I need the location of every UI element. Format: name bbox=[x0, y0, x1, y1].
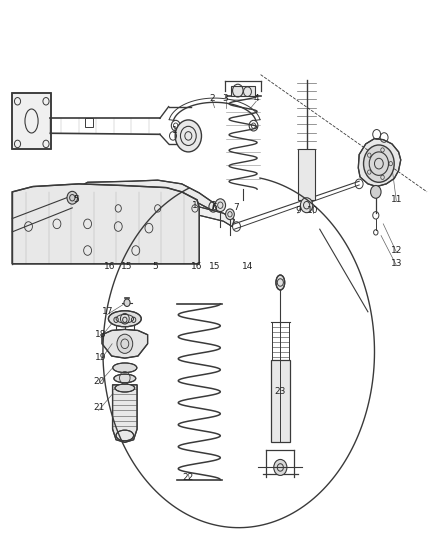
Ellipse shape bbox=[276, 275, 285, 290]
Polygon shape bbox=[113, 385, 137, 442]
Text: 14: 14 bbox=[242, 262, 253, 271]
Text: 1: 1 bbox=[172, 126, 178, 135]
Text: 15: 15 bbox=[121, 262, 133, 271]
Text: 13: 13 bbox=[391, 260, 402, 268]
Text: 16: 16 bbox=[191, 262, 203, 271]
Text: 7: 7 bbox=[233, 204, 240, 212]
Circle shape bbox=[124, 299, 130, 306]
Text: 15: 15 bbox=[209, 262, 220, 271]
Polygon shape bbox=[70, 180, 215, 211]
Text: 23: 23 bbox=[275, 387, 286, 396]
Text: 5: 5 bbox=[74, 196, 80, 204]
Text: 22: 22 bbox=[183, 473, 194, 481]
Polygon shape bbox=[102, 329, 148, 358]
Text: 19: 19 bbox=[95, 353, 106, 361]
Bar bbox=[271, 360, 290, 442]
Text: 9: 9 bbox=[295, 206, 301, 215]
Text: 10: 10 bbox=[307, 206, 319, 215]
Polygon shape bbox=[12, 184, 199, 264]
Ellipse shape bbox=[116, 430, 134, 441]
Circle shape bbox=[274, 459, 287, 475]
Text: 20: 20 bbox=[93, 377, 104, 385]
Circle shape bbox=[364, 145, 394, 182]
Bar bbox=[12, 93, 51, 149]
Text: 18: 18 bbox=[95, 330, 106, 339]
Polygon shape bbox=[92, 203, 234, 227]
Bar bbox=[231, 86, 255, 96]
Circle shape bbox=[215, 199, 226, 212]
Text: 6: 6 bbox=[212, 204, 218, 212]
Bar bbox=[12, 93, 51, 149]
Text: 1: 1 bbox=[192, 201, 198, 209]
Ellipse shape bbox=[113, 363, 137, 373]
Text: 21: 21 bbox=[93, 403, 104, 412]
Ellipse shape bbox=[108, 311, 141, 327]
Circle shape bbox=[117, 334, 133, 353]
Text: 16: 16 bbox=[104, 262, 115, 271]
Circle shape bbox=[175, 120, 201, 152]
Text: 3: 3 bbox=[223, 94, 229, 103]
Circle shape bbox=[371, 185, 381, 198]
Bar bbox=[298, 149, 315, 200]
Text: 17: 17 bbox=[102, 308, 113, 316]
Polygon shape bbox=[358, 139, 401, 187]
Text: 4: 4 bbox=[254, 94, 259, 103]
Circle shape bbox=[300, 198, 313, 213]
Circle shape bbox=[67, 191, 78, 204]
Circle shape bbox=[226, 209, 234, 220]
Text: 12: 12 bbox=[391, 246, 402, 255]
Text: 11: 11 bbox=[391, 196, 402, 204]
Text: 2: 2 bbox=[210, 94, 215, 103]
Ellipse shape bbox=[114, 374, 136, 383]
Bar bbox=[85, 118, 93, 127]
Text: 5: 5 bbox=[152, 262, 159, 271]
Ellipse shape bbox=[115, 384, 134, 392]
